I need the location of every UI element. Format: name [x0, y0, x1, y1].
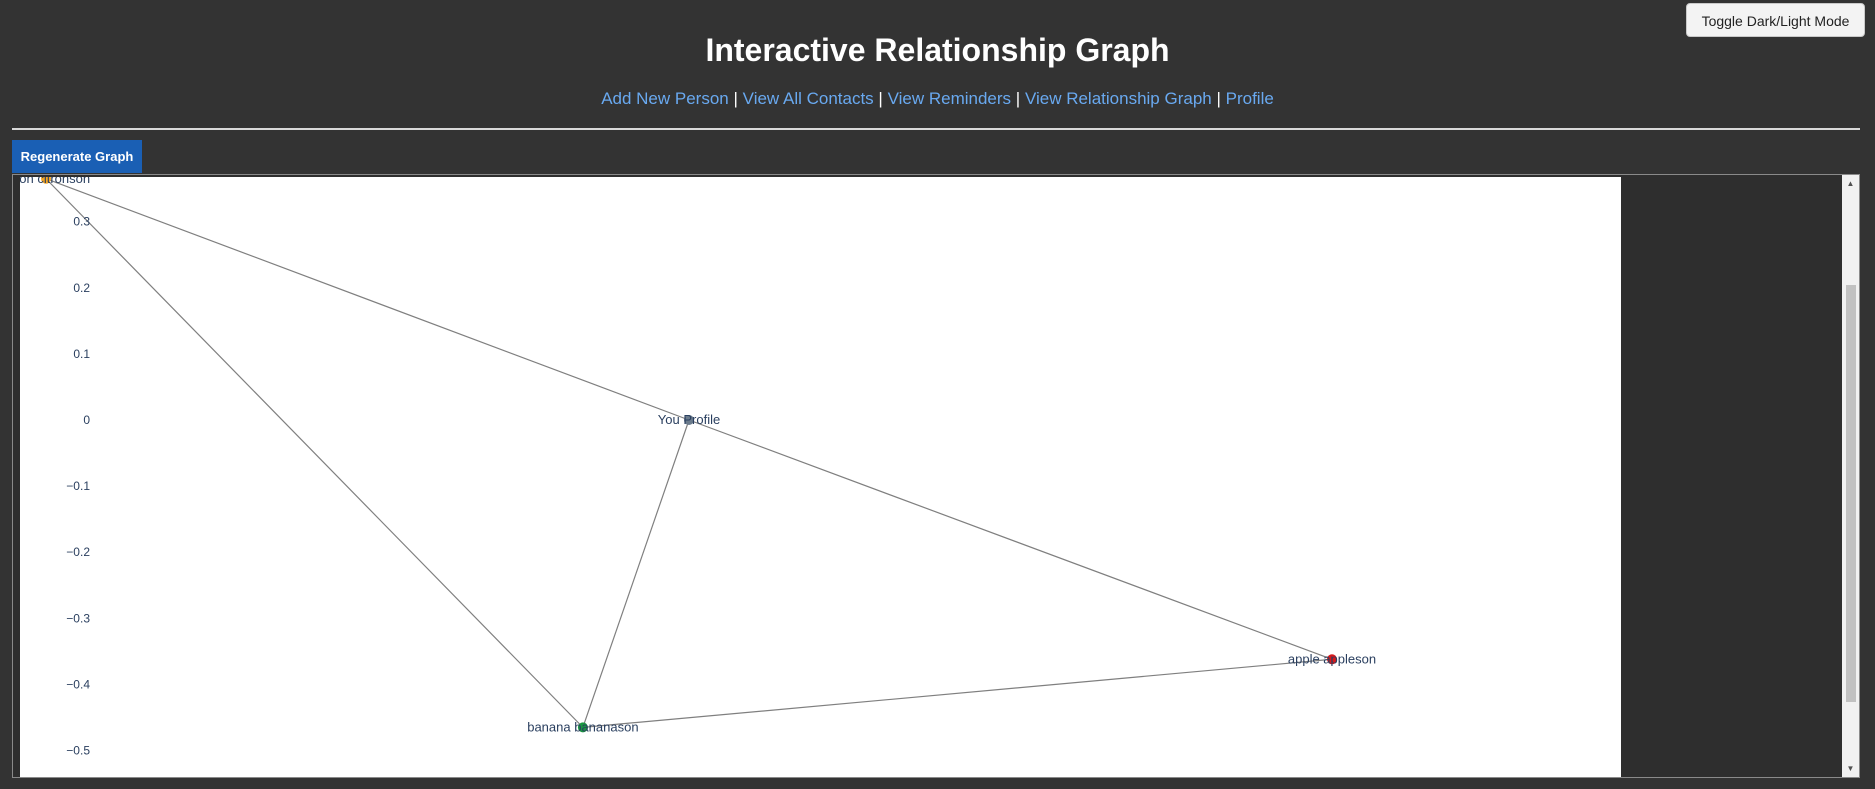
graph-node[interactable]	[684, 415, 694, 425]
nav-link-view-all-contacts[interactable]: View All Contacts	[742, 89, 874, 108]
graph-node-label: You Profile	[658, 412, 720, 427]
y-axis-ticks: 0.3 0.2 0.1 0 −0.1 −0.2 −0.3 −0.4 −0.5	[66, 215, 90, 758]
nav-link-view-relationship-graph[interactable]: View Relationship Graph	[1024, 89, 1212, 108]
graph-edge	[582, 658, 1333, 728]
y-tick-label: −0.4	[66, 677, 90, 691]
y-tick-label: −0.2	[66, 545, 90, 559]
graph-plot-area[interactable]: citron citronson You Profile apple appleso…	[13, 175, 1621, 778]
y-tick-label: −0.3	[66, 611, 90, 625]
y-tick-label: 0.1	[73, 347, 90, 361]
graph-edge	[45, 178, 584, 728]
graph-node-label: citron citronson	[20, 177, 90, 186]
y-tick-label: 0	[83, 413, 90, 427]
nav-link-view-reminders[interactable]: View Reminders	[887, 89, 1012, 108]
scroll-up-arrow-icon[interactable]: ▲	[1846, 179, 1855, 188]
nav-separator: |	[1216, 89, 1221, 108]
graph-node-label: apple appleson	[1288, 651, 1376, 666]
graph-edge	[688, 419, 1333, 660]
graph-edge	[45, 178, 690, 421]
graph-node[interactable]	[1327, 654, 1337, 665]
y-tick-label: −0.5	[66, 744, 90, 758]
header-divider	[12, 128, 1860, 130]
nav-link-profile[interactable]: Profile	[1225, 89, 1274, 108]
nav-separator: |	[733, 89, 738, 108]
nav-separator: |	[1015, 89, 1021, 108]
labels-layer: citron citronson You Profile apple appleso…	[13, 175, 1376, 734]
graph-node-label: banana bananason	[527, 719, 638, 734]
graph-frame[interactable]: citron citronson You Profile apple appleso…	[12, 174, 1860, 778]
relationship-graph[interactable]: citron citronson You Profile apple appleso…	[13, 175, 1621, 778]
nav-link-add-new-person[interactable]: Add New Person	[601, 89, 729, 108]
regenerate-graph-button[interactable]: Regenerate Graph	[12, 140, 142, 173]
graph-node[interactable]	[41, 175, 51, 184]
scroll-down-arrow-icon[interactable]: ▼	[1846, 764, 1855, 773]
toggle-theme-button[interactable]: Toggle Dark/Light Mode	[1686, 3, 1865, 37]
nav-bar: Add New Person | View All Contacts | Vie…	[0, 88, 1875, 110]
y-tick-label: 0.3	[73, 215, 90, 229]
y-tick-label: −0.1	[66, 479, 90, 493]
graph-node[interactable]	[577, 722, 588, 733]
y-tick-label: 0.2	[73, 281, 90, 295]
edges-layer	[45, 178, 1333, 728]
nav-separator: |	[878, 89, 883, 108]
nodes-layer	[41, 175, 1337, 733]
scrollbar-thumb[interactable]	[1846, 285, 1856, 702]
graph-edge	[582, 419, 690, 728]
page-title: Interactive Relationship Graph	[705, 32, 1170, 68]
vertical-scrollbar[interactable]: ▲ ▼	[1842, 175, 1859, 777]
